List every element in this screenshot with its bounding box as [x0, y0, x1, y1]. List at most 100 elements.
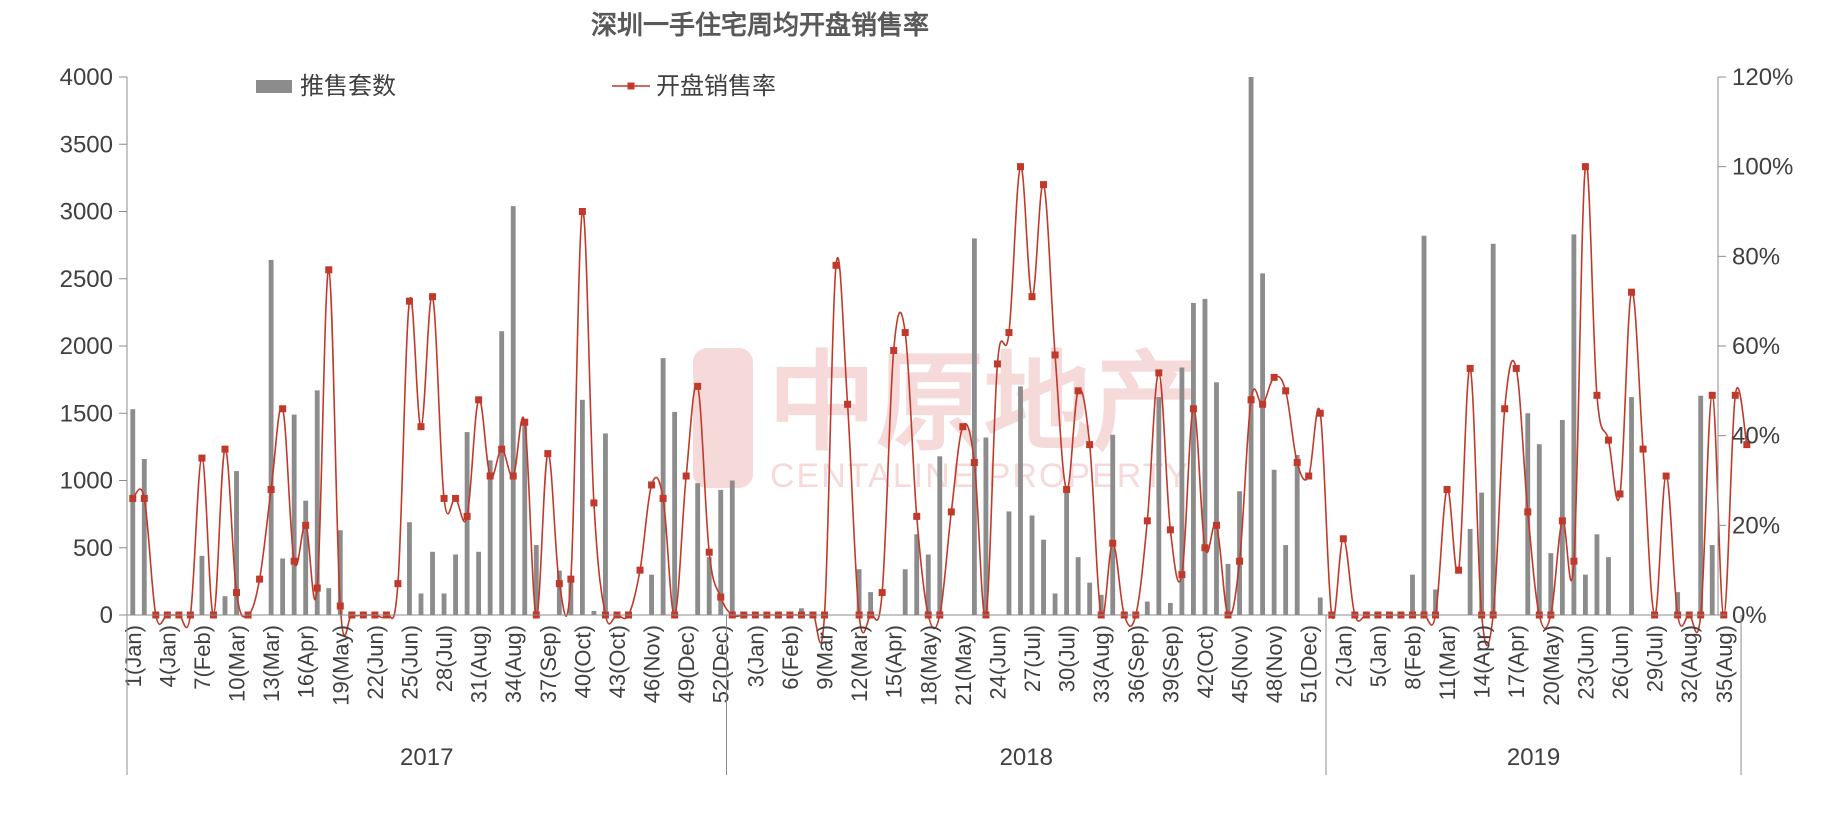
- line-point: [1570, 557, 1578, 565]
- line-point: [1604, 436, 1612, 444]
- x-tick-label: 52(Dec): [709, 625, 734, 703]
- bar: [1075, 557, 1081, 615]
- bar: [291, 414, 297, 615]
- y-left-tick-label: 4000: [60, 64, 113, 91]
- x-tick-label: 1(Jan): [121, 625, 146, 687]
- line-point: [475, 396, 483, 404]
- line-point: [1512, 364, 1520, 372]
- x-tick-label: 5(Jan): [1366, 625, 1391, 687]
- y-left-tick-label: 2000: [60, 333, 113, 360]
- axes: 0 500 1000 1500 2000 2500 3000 3500 4000 0% 20% 40%…: [60, 64, 1793, 775]
- line-point: [279, 405, 287, 413]
- bar: [1536, 444, 1542, 615]
- bar: [971, 238, 977, 615]
- bar: [1467, 528, 1473, 615]
- x-tick-label: 40(Oct): [570, 625, 595, 698]
- x-tick-label: 49(Dec): [674, 625, 699, 703]
- x-tick-label: 2(Jan): [1331, 625, 1356, 687]
- line-point: [1662, 472, 1670, 480]
- line-point: [429, 293, 437, 301]
- line-point: [590, 499, 598, 507]
- bar: [1144, 601, 1150, 615]
- bar: [1421, 235, 1427, 615]
- line-point: [233, 589, 241, 597]
- x-tick-label: 20(May): [1539, 625, 1564, 706]
- bar: [314, 390, 320, 615]
- bar: [1433, 589, 1438, 615]
- line-point: [1086, 441, 1094, 449]
- x-tick-label: 10(Mar): [225, 625, 250, 702]
- line-point: [1731, 391, 1739, 399]
- x-tick-label: 4(Jan): [155, 625, 180, 687]
- line-point: [440, 494, 448, 502]
- bar: [868, 592, 874, 615]
- bar: [222, 596, 228, 615]
- line-point: [1270, 373, 1278, 381]
- line-point: [648, 481, 656, 489]
- line-point: [1051, 351, 1059, 359]
- bar: [337, 530, 343, 615]
- x-tick-label: 15(Apr): [882, 625, 907, 698]
- line-point: [705, 548, 713, 556]
- x-tick-label: 22(Jun): [363, 625, 388, 700]
- bar: [234, 471, 239, 615]
- line-point: [1178, 571, 1186, 579]
- line-point: [267, 485, 275, 493]
- chart-title: 深圳一手住宅周均开盘销售率: [591, 10, 929, 40]
- line-point: [1316, 409, 1324, 417]
- x-tick-label: 34(Aug): [501, 625, 526, 703]
- bar: [1271, 469, 1277, 615]
- year-label: 2017: [400, 744, 453, 771]
- bar: [1260, 273, 1266, 615]
- bar: [1110, 434, 1116, 615]
- y-left-tick-label: 1000: [60, 468, 113, 495]
- line-point: [463, 512, 471, 520]
- bar: [1214, 382, 1219, 615]
- line-point: [1063, 485, 1071, 493]
- line-point: [1339, 535, 1347, 543]
- line-point: [417, 423, 425, 431]
- line-point: [913, 512, 921, 520]
- bar: [856, 569, 862, 615]
- line-point: [1074, 387, 1082, 395]
- line-point: [1581, 163, 1589, 171]
- bar: [1709, 545, 1715, 615]
- x-tick-label: 17(Apr): [1504, 625, 1529, 698]
- line-point: [901, 329, 909, 337]
- bar: [983, 437, 989, 615]
- bar: [660, 358, 666, 615]
- watermark-seal-icon: [693, 348, 753, 488]
- bar: [441, 593, 447, 615]
- legend: 推售套数 开盘销售率: [256, 73, 776, 100]
- line-point: [890, 346, 898, 354]
- bar: [649, 574, 654, 615]
- line-point: [717, 593, 725, 601]
- line-point: [1455, 566, 1463, 574]
- x-tick-label: 24(Jun): [985, 625, 1010, 700]
- y-left-tick-label: 3500: [60, 131, 113, 158]
- line-point: [1040, 181, 1048, 189]
- x-tick-label: 21(May): [951, 625, 976, 706]
- line-point: [1443, 485, 1451, 493]
- bar: [695, 483, 701, 615]
- line-point: [129, 494, 137, 502]
- bar: [1018, 386, 1023, 615]
- bar: [902, 569, 908, 615]
- bar: [303, 500, 309, 615]
- x-tick-label: 13(Mar): [259, 625, 284, 702]
- bar: [130, 409, 136, 615]
- x-tick-label: 29(Jul): [1643, 625, 1668, 692]
- line-point: [1293, 459, 1301, 467]
- x-tick-label: 26(Jun): [1608, 625, 1633, 700]
- bar: [1064, 488, 1070, 615]
- line-point: [1259, 400, 1267, 408]
- x-tick-label: 16(Apr): [294, 625, 319, 698]
- x-tick-label: 14(Apr): [1470, 625, 1495, 698]
- line-point: [1166, 526, 1174, 534]
- x-tick-label: 48(Nov): [1262, 625, 1287, 703]
- bar: [1479, 492, 1485, 615]
- bar-series: [130, 77, 1715, 615]
- line-point: [1212, 521, 1220, 529]
